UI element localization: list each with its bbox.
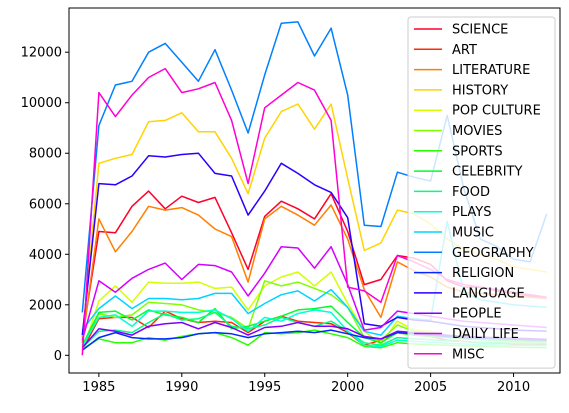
y-tick-label: 8000 xyxy=(29,147,62,162)
legend-label: LITERATURE xyxy=(452,63,530,78)
legend-label: FOOD xyxy=(452,185,490,200)
legend-label: MISC xyxy=(452,347,484,362)
x-tick-label: 1995 xyxy=(248,380,281,395)
y-tick-label: 0 xyxy=(54,349,62,364)
legend-box xyxy=(407,16,556,369)
x-axis: 1985 1990 1995 2000 2005 2010 xyxy=(82,373,530,395)
y-tick-label: 12000 xyxy=(21,46,62,61)
legend-label: SCIENCE xyxy=(452,23,508,38)
plot-frame xyxy=(68,7,561,374)
legend-label: HISTORY xyxy=(452,83,508,98)
x-tick-label: 1985 xyxy=(82,380,115,395)
legend-label: RELIGION xyxy=(452,266,514,281)
y-axis: 0 2000 4000 6000 8000 10000 12000 xyxy=(21,46,69,364)
legend-label: SPORTS xyxy=(452,144,503,159)
legend-label: PEOPLE xyxy=(452,307,502,322)
x-tick-label: 2010 xyxy=(497,380,530,395)
legend-label: CELEBRITY xyxy=(452,165,522,180)
legend-label: DAILY LIFE xyxy=(452,327,519,342)
x-tick-label: 2000 xyxy=(331,380,364,395)
legend-label: PLAYS xyxy=(452,205,491,220)
y-tick-label: 10000 xyxy=(21,96,62,111)
y-tick-label: 6000 xyxy=(29,197,62,212)
legend: SCIENCE ART LITERATURE HISTORY POP CULTURE MO… xyxy=(407,16,556,369)
legend-label: GEOGRAPHY xyxy=(452,246,534,261)
legend-label: MUSIC xyxy=(452,226,494,241)
legend-label: POP CULTURE xyxy=(452,104,541,119)
y-tick-label: 4000 xyxy=(29,248,62,263)
x-tick-label: 2005 xyxy=(414,380,447,395)
legend-label: LANGUAGE xyxy=(452,286,525,301)
legend-label: ART xyxy=(452,43,477,58)
x-tick-label: 1990 xyxy=(165,380,198,395)
legend-label: MOVIES xyxy=(452,124,502,139)
y-tick-label: 2000 xyxy=(29,298,62,313)
